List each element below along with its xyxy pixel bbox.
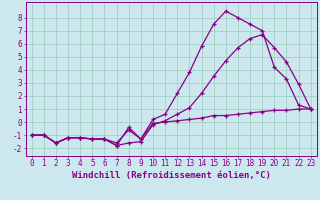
X-axis label: Windchill (Refroidissement éolien,°C): Windchill (Refroidissement éolien,°C) bbox=[72, 171, 271, 180]
